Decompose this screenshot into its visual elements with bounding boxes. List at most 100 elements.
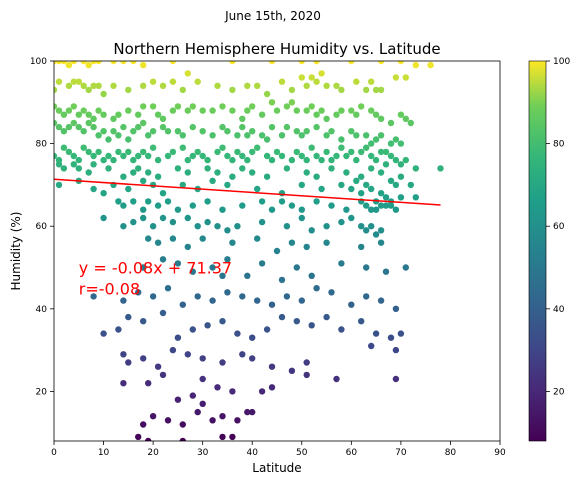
- scatter-point: [363, 227, 370, 234]
- scatter-point: [397, 140, 405, 147]
- scatter-point: [100, 214, 107, 222]
- scatter-point: [229, 156, 236, 164]
- scatter-point: [303, 243, 310, 251]
- scatter-point: [412, 165, 419, 172]
- scatter-point: [293, 107, 300, 114]
- scatter-point: [368, 206, 375, 213]
- scatter-point: [328, 128, 335, 135]
- scatter-point: [288, 86, 296, 94]
- scatter-point: [298, 297, 305, 304]
- scatter-point: [224, 128, 231, 135]
- scatter-point: [368, 185, 375, 193]
- chart-title: Northern Hemisphere Humidity vs. Latitud…: [113, 40, 440, 58]
- scatter-point: [249, 148, 256, 156]
- scatter-point: [149, 78, 157, 85]
- scatter-point: [120, 123, 127, 131]
- scatter-point: [249, 355, 256, 362]
- scatter-point: [254, 235, 261, 242]
- scatter-point: [110, 128, 117, 135]
- scatter-point: [353, 132, 360, 139]
- scatter-point: [85, 169, 92, 176]
- scatter-point: [387, 140, 395, 147]
- scatter-point: [70, 61, 77, 65]
- y-axis-label: Humidity (%): [9, 212, 23, 291]
- y-tick-label: 80: [36, 140, 48, 150]
- scatter-point: [313, 61, 320, 65]
- scatter-point: [110, 82, 117, 90]
- scatter-point: [358, 173, 365, 180]
- scatter-point: [120, 173, 127, 180]
- scatter-point: [194, 223, 201, 230]
- scatter-point: [80, 61, 87, 65]
- scatter-point: [234, 132, 241, 139]
- scatter-point: [199, 235, 206, 242]
- scatter-point: [392, 206, 400, 213]
- scatter-point: [313, 173, 320, 180]
- scatter-point: [368, 223, 375, 230]
- scatter-point: [164, 285, 172, 292]
- scatter-point: [140, 355, 147, 362]
- scatter-point: [358, 318, 365, 325]
- scatter-point: [392, 181, 400, 189]
- scatter-point: [412, 61, 419, 69]
- scatter-point: [194, 293, 201, 300]
- scatter-point: [199, 400, 206, 407]
- scatter-point: [229, 433, 236, 441]
- scatter-point: [234, 223, 241, 230]
- scatter-point: [239, 152, 246, 160]
- scatter-point: [169, 346, 177, 354]
- scatter-point: [254, 144, 261, 151]
- scatter-point: [402, 74, 409, 81]
- scatter-point: [263, 136, 271, 143]
- scatter-point: [110, 156, 117, 164]
- scatter-point: [407, 181, 414, 189]
- scatter-point: [90, 185, 97, 193]
- scatter-point: [343, 152, 350, 160]
- scatter-point: [189, 123, 196, 131]
- scatter-point: [85, 148, 92, 156]
- scatter-point: [179, 301, 186, 308]
- x-tick-label: 10: [98, 448, 110, 458]
- scatter-point: [70, 103, 78, 110]
- scatter-point: [323, 313, 330, 321]
- scatter-point: [189, 392, 196, 399]
- scatter-point: [234, 148, 241, 156]
- scatter-point: [55, 181, 63, 189]
- x-tick-label: 50: [296, 448, 308, 458]
- scatter-point: [80, 107, 87, 114]
- scatter-point: [372, 156, 380, 164]
- scatter-point: [338, 181, 345, 189]
- scatter-point: [397, 173, 405, 180]
- scatter-point: [145, 169, 152, 176]
- scatter-point: [224, 227, 231, 234]
- scatter-point: [209, 417, 216, 424]
- scatter-point: [55, 78, 63, 85]
- scatter-point: [219, 433, 226, 441]
- scatter-point: [145, 198, 152, 205]
- scatter-point: [169, 78, 177, 85]
- scatter-point: [368, 107, 375, 114]
- scatter-point: [100, 128, 107, 135]
- scatter-point: [95, 107, 102, 114]
- scatter-point: [338, 326, 345, 333]
- scatter-point: [244, 156, 251, 164]
- scatter-point: [140, 61, 147, 69]
- scatter-point: [308, 144, 315, 151]
- scatter-point: [174, 128, 182, 135]
- scatter-point: [377, 202, 385, 209]
- scatter-point: [244, 408, 251, 416]
- scatter-point: [204, 165, 211, 172]
- scatter-point: [427, 61, 434, 69]
- scatter-points: [54, 61, 444, 441]
- scatter-point: [145, 132, 152, 139]
- scatter-point: [363, 293, 370, 300]
- scatter-point: [392, 305, 400, 312]
- scatter-point: [278, 190, 286, 197]
- scatter-point: [209, 107, 216, 114]
- scatter-point: [60, 144, 68, 151]
- scatter-point: [135, 433, 142, 441]
- scatter-point: [358, 148, 365, 156]
- scatter-point: [90, 82, 97, 90]
- scatter-point: [214, 148, 221, 156]
- scatter-point: [145, 380, 152, 387]
